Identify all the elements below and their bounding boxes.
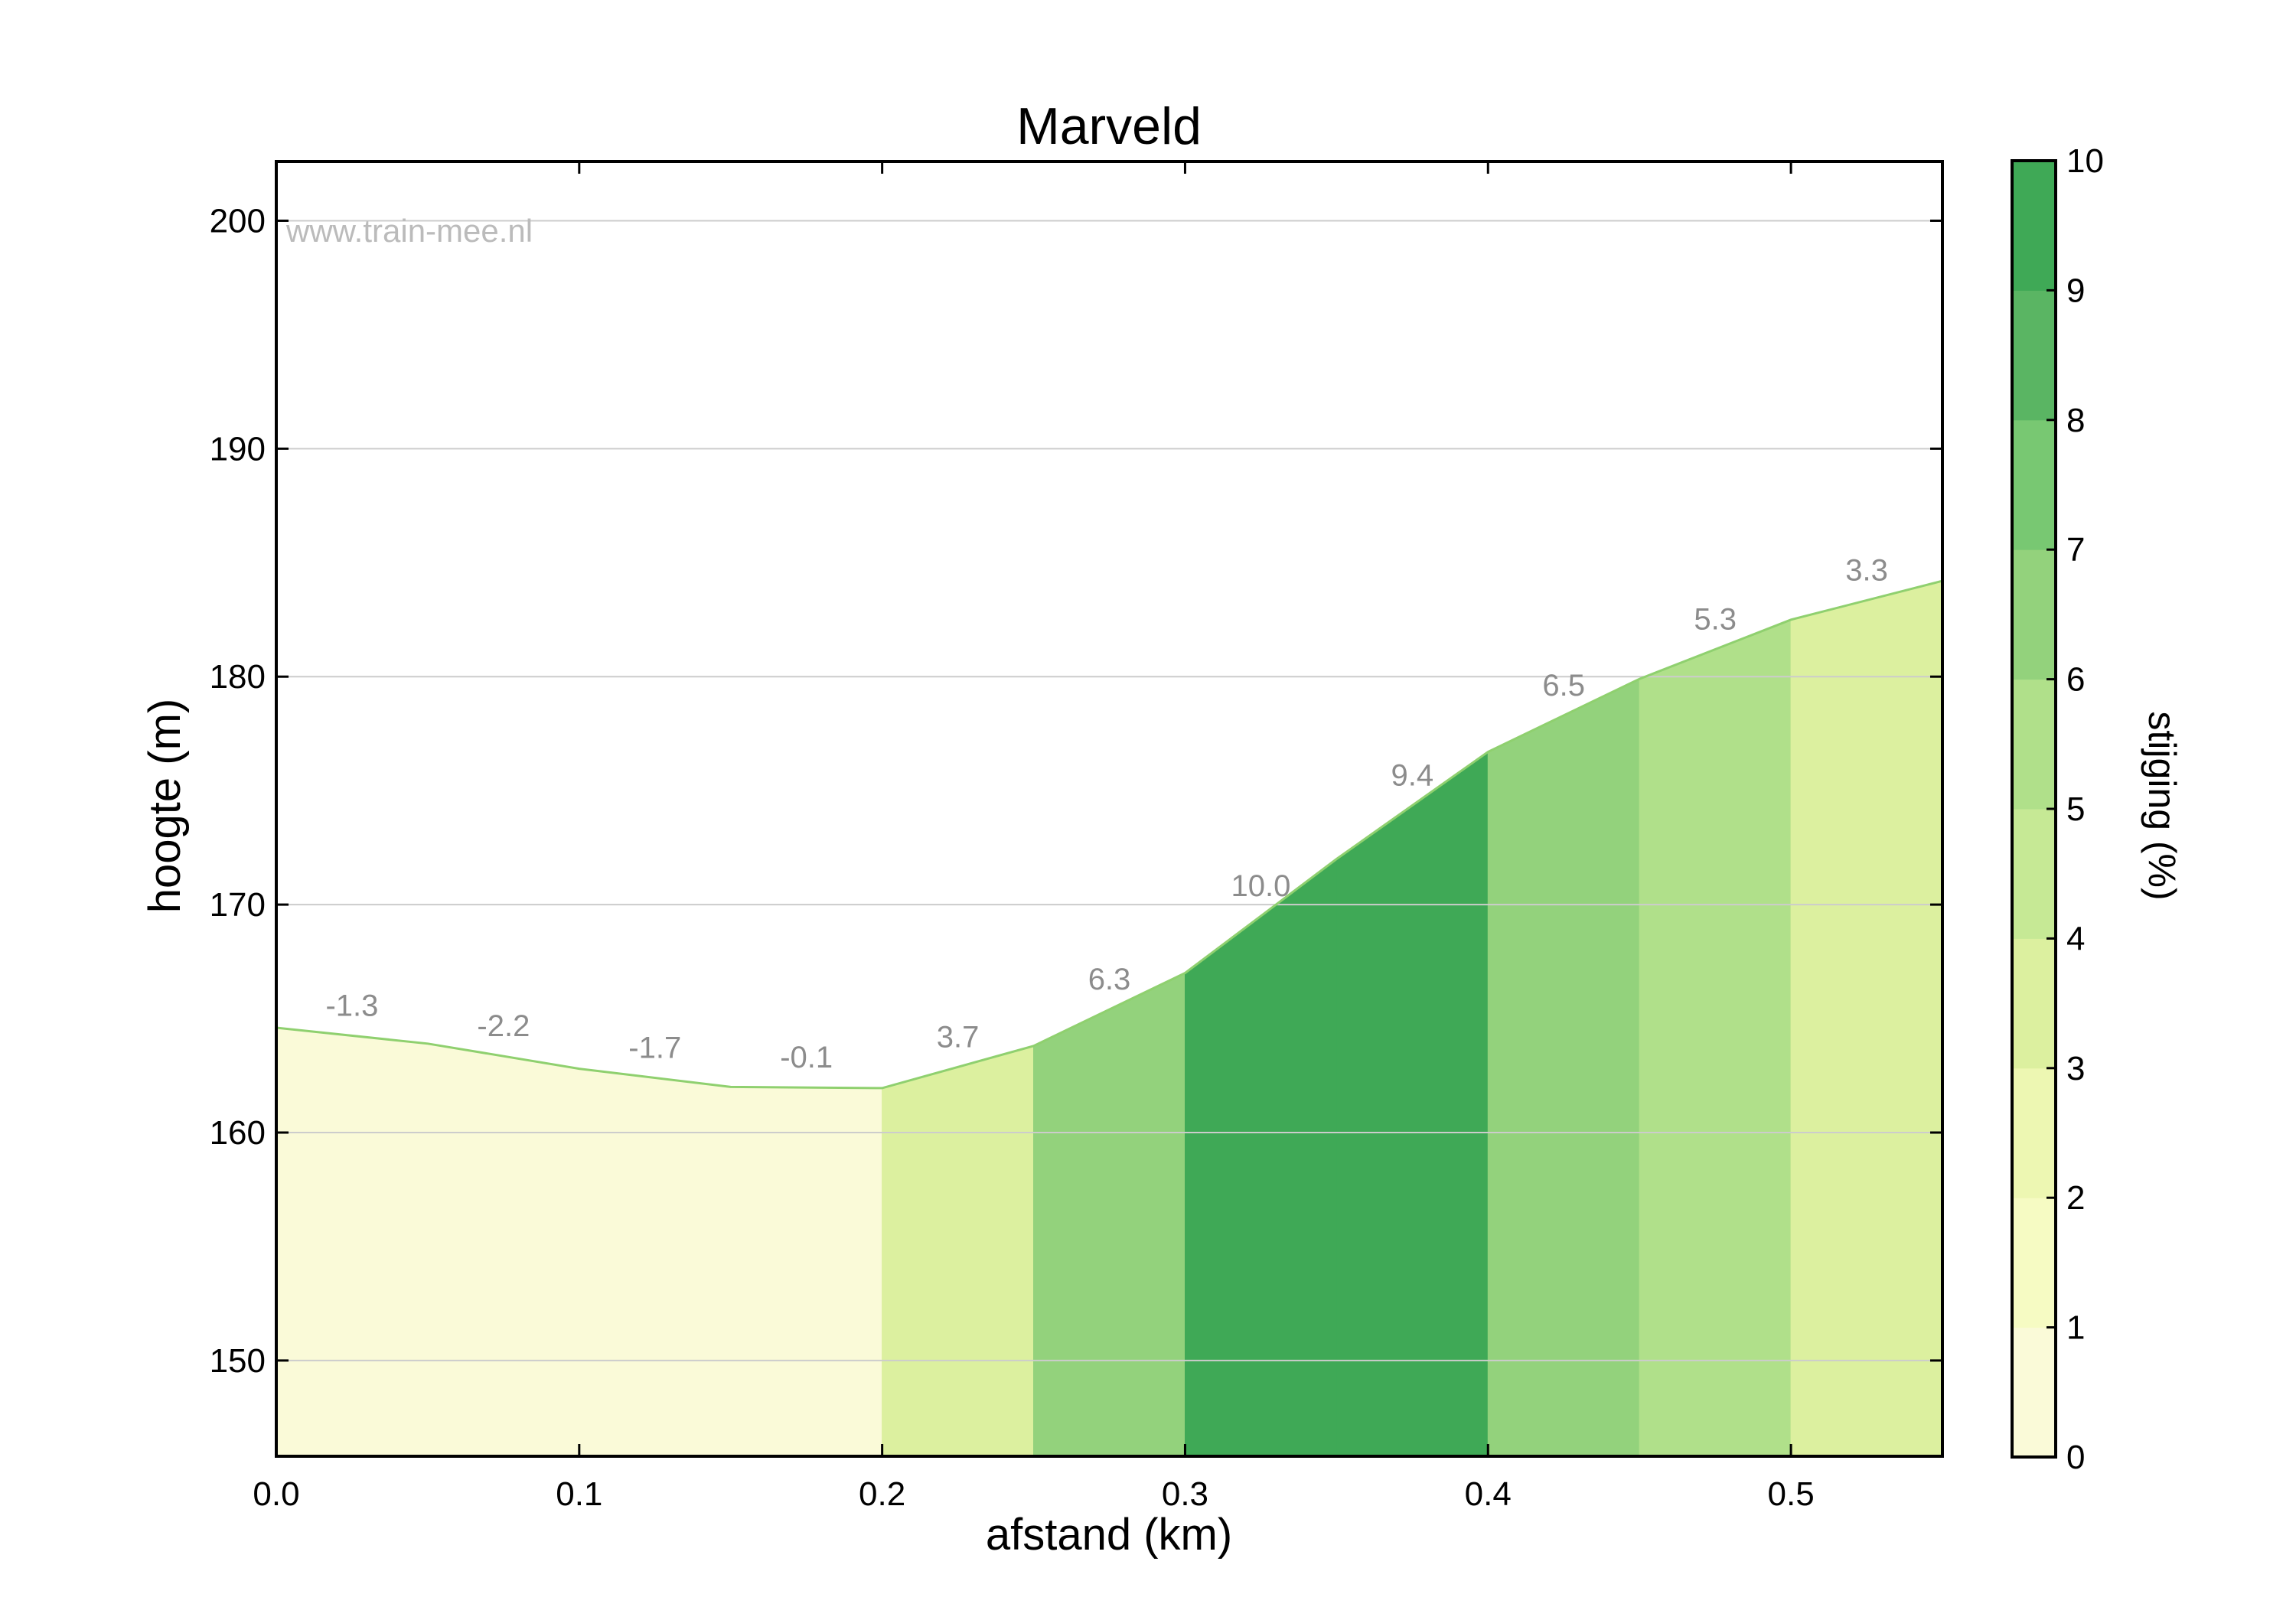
- x-tick-label: 0.2: [859, 1475, 905, 1513]
- gradient-segment-area: [882, 1045, 1034, 1457]
- colorbar-band: [2012, 1068, 2056, 1198]
- plot-frame: [275, 160, 1944, 1458]
- colorbar-tick-label: 7: [2066, 531, 2085, 569]
- colorbar-tick-label: 4: [2066, 920, 2085, 957]
- colorbar: 0 1 2 3 4 5 6 7 8 9 10: [2011, 142, 2104, 1476]
- colorbar-band: [2012, 419, 2056, 550]
- x-tick-label: 0.3: [1162, 1475, 1208, 1513]
- gradient-segment-area: [730, 1086, 883, 1457]
- segment-gradient-label: 9.4: [1391, 759, 1434, 793]
- watermark-text: www.train-mee.nl: [285, 213, 533, 249]
- colorbar-band: [2012, 290, 2056, 421]
- y-tick-label: 190: [210, 430, 266, 468]
- gradient-segment-area: [579, 1068, 732, 1457]
- x-tick-label: 0.4: [1465, 1475, 1512, 1513]
- gradient-segment-area: [1185, 858, 1337, 1457]
- colorbar-label: stijging (%): [2141, 711, 2183, 900]
- segment-gradient-label: 5.3: [1694, 602, 1737, 636]
- colorbar-band: [2012, 679, 2056, 810]
- y-tick-label: 150: [210, 1342, 266, 1380]
- x-tick-label: 0.0: [253, 1475, 299, 1513]
- segment-gradient-label: -0.1: [780, 1041, 833, 1074]
- y-tick-label: 160: [210, 1114, 266, 1152]
- colorbar-tick-label: 10: [2066, 142, 2104, 180]
- colorbar-band: [2012, 1327, 2056, 1458]
- elevation-profile-line: [276, 579, 1943, 1090]
- segment-gradient-label: 6.5: [1542, 669, 1585, 702]
- segment-gradient-label: 10.0: [1231, 869, 1290, 903]
- segment-gradient-label: 3.3: [1845, 553, 1888, 587]
- gradient-segment-area: [276, 1027, 429, 1457]
- colorbar-band: [2012, 161, 2056, 291]
- colorbar-tick-label: 0: [2066, 1439, 2085, 1476]
- colorbar-tick-label: 2: [2066, 1179, 2085, 1217]
- colorbar-tick-label: 5: [2066, 790, 2085, 828]
- colorbar-band: [2012, 549, 2056, 680]
- colorbar-tick-label: 9: [2066, 272, 2085, 309]
- colorbar-tick-label: 8: [2066, 402, 2085, 439]
- chart-title: Marveld: [1016, 97, 1202, 155]
- gradient-segment-area: [427, 1043, 580, 1457]
- segment-gradient-label: -1.3: [325, 989, 378, 1022]
- colorbar-tick-label: 3: [2066, 1050, 2085, 1087]
- plot-area: -1.3 -2.2 -1.7 -0.1 3.7 6.3 10.0 9.4 6.5 5.3 3.3 0.…: [210, 160, 1944, 1513]
- colorbar-band: [2012, 938, 2056, 1069]
- segment-gradient-label: -1.7: [628, 1032, 681, 1065]
- y-axis-label: hoogte (m): [140, 699, 190, 913]
- colorbar-tick-label: 6: [2066, 661, 2085, 699]
- gradient-segment-area: [1639, 619, 1792, 1457]
- segment-gradient-label: -2.2: [477, 1009, 530, 1043]
- x-tick-label: 0.5: [1768, 1475, 1815, 1513]
- colorbar-tick-label: 1: [2066, 1309, 2085, 1347]
- gradient-segment-area: [1790, 580, 1943, 1457]
- x-tick-label: 0.1: [556, 1475, 602, 1513]
- colorbar-band: [2012, 809, 2056, 939]
- gradient-segment-area: [1487, 678, 1640, 1457]
- y-tick-label: 170: [210, 886, 266, 924]
- gradient-segment-area: [1336, 751, 1489, 1457]
- colorbar-band: [2012, 1198, 2056, 1328]
- gradient-segment-area: [1033, 972, 1186, 1457]
- segment-gradient-label: 3.7: [937, 1020, 980, 1054]
- y-tick-label: 200: [210, 202, 266, 240]
- y-tick-label: 180: [210, 658, 266, 696]
- x-axis-label: afstand (km): [986, 1510, 1232, 1560]
- segment-gradient-label: 6.3: [1088, 963, 1131, 996]
